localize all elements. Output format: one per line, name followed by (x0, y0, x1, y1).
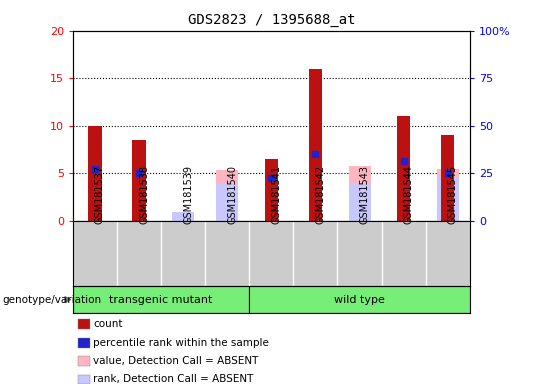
Text: count: count (93, 319, 123, 329)
Bar (265, 159, 278, 221)
Bar (216, 183, 238, 221)
Text: GSM181538: GSM181538 (139, 165, 149, 224)
Bar (73, 286, 249, 313)
Text: rank, Detection Call = ABSENT: rank, Detection Call = ABSENT (93, 374, 254, 384)
Bar (437, 178, 459, 221)
Bar (216, 170, 238, 221)
Bar (132, 140, 146, 221)
Bar (437, 169, 459, 221)
Text: GSM181542: GSM181542 (315, 165, 326, 224)
Text: GSM181539: GSM181539 (183, 165, 193, 224)
Text: percentile rank within the sample: percentile rank within the sample (93, 338, 269, 348)
Bar (348, 166, 370, 221)
Bar (89, 126, 102, 221)
Text: GSM181540: GSM181540 (227, 165, 237, 224)
Bar (348, 184, 370, 221)
Text: transgenic mutant: transgenic mutant (110, 295, 213, 305)
Title: GDS2823 / 1395688_at: GDS2823 / 1395688_at (187, 13, 355, 27)
Bar (249, 286, 470, 313)
Text: value, Detection Call = ABSENT: value, Detection Call = ABSENT (93, 356, 259, 366)
Bar (172, 212, 194, 221)
Bar (397, 116, 410, 221)
Text: wild type: wild type (334, 295, 385, 305)
Bar (309, 69, 322, 221)
Text: GSM181541: GSM181541 (271, 165, 281, 224)
Text: GSM181537: GSM181537 (95, 165, 105, 224)
Text: GSM181545: GSM181545 (448, 165, 458, 224)
Bar (441, 135, 454, 221)
Text: genotype/variation: genotype/variation (3, 295, 102, 305)
Text: GSM181544: GSM181544 (403, 165, 414, 224)
Text: GSM181543: GSM181543 (360, 165, 369, 224)
